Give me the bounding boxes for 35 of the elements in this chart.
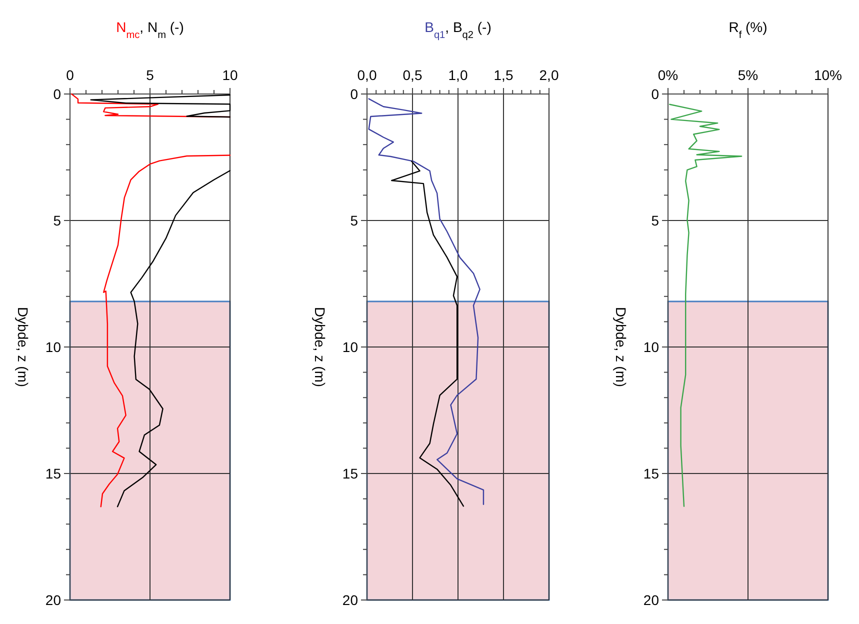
x-axis-title: R$_{f}$ (%) <box>728 19 768 40</box>
y-tick-label: 5 <box>53 212 62 228</box>
x-tick-label: 0% <box>658 67 678 83</box>
y-axis-title: Dybde, z (m) <box>15 306 31 388</box>
y-tick-label: 20 <box>643 592 660 608</box>
x-axis-title: B$_{q1}$, B$_{q2}$ (-) <box>424 19 492 40</box>
y-tick-label: 0 <box>53 86 62 102</box>
x-tick-label: 0,0 <box>357 67 377 83</box>
y-tick-label: 15 <box>643 465 660 482</box>
line-series <box>669 104 742 507</box>
line-series <box>368 98 484 505</box>
x-tick-label: 10% <box>814 67 842 83</box>
y-axis-title: Dybde, z (m) <box>312 306 328 388</box>
x-tick-label: 2,0 <box>539 67 559 83</box>
x-axis-title: N$_{mc}$, N$_{m}$ (-) <box>116 19 184 40</box>
x-tick-label: 5% <box>738 67 758 83</box>
y-tick-label: 5 <box>350 212 358 228</box>
x-tick-label: 10 <box>222 67 238 83</box>
y-tick-label: 5 <box>651 212 660 228</box>
x-tick-label: 0,5 <box>402 67 422 83</box>
x-tick-label: 5 <box>146 67 154 83</box>
y-tick-label: 10 <box>45 338 62 355</box>
y-tick-label: 0 <box>651 86 660 102</box>
y-tick-label: 15 <box>45 465 62 482</box>
y-tick-label: 15 <box>342 465 358 482</box>
y-tick-label: 10 <box>643 338 660 355</box>
y-tick-label: 10 <box>342 338 358 355</box>
x-tick-label: 0 <box>66 67 74 83</box>
x-tick-label: 1,5 <box>494 67 514 83</box>
x-tick-label: 1,0 <box>448 67 468 83</box>
y-axis-title: Dybde, z (m) <box>613 306 629 388</box>
y-tick-label: 0 <box>350 86 358 102</box>
line-series <box>390 160 464 507</box>
y-tick-label: 20 <box>342 592 358 608</box>
y-tick-label: 20 <box>45 592 62 608</box>
